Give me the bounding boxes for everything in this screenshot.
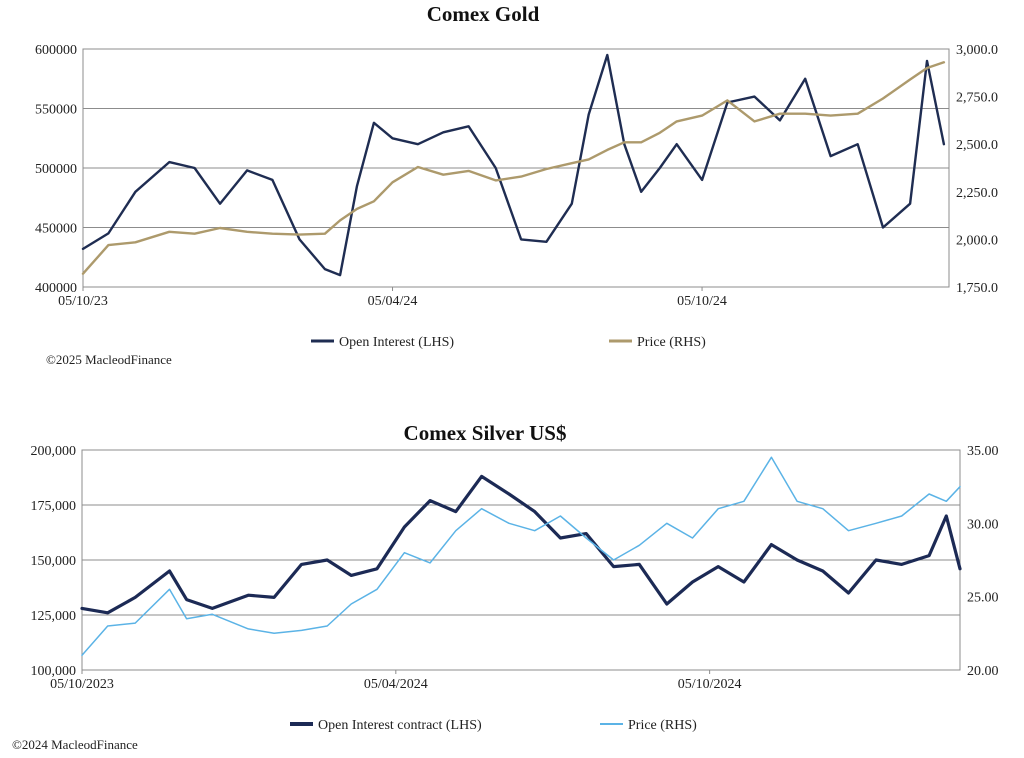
y-right-tick-label: 30.00 <box>967 517 999 532</box>
silver-legend-oi-label: Open Interest contract (LHS) <box>318 718 482 733</box>
gold-chart-title: Comex Gold <box>427 2 540 26</box>
y-right-tick-label: 2,500.0 <box>956 138 998 153</box>
y-right-tick-label: 1,750.0 <box>956 281 998 296</box>
x-tick-label: 05/10/2023 <box>50 677 114 692</box>
gold-left-axis: 400000 450000 500000 550000 600000 <box>35 43 77 296</box>
y-left-tick-label: 200,000 <box>31 444 77 459</box>
silver-right-axis: 20.00 25.00 30.00 35.00 <box>967 444 999 679</box>
y-left-tick-label: 450000 <box>35 222 77 237</box>
x-tick-label: 05/10/24 <box>677 294 727 309</box>
x-tick-label: 05/10/23 <box>58 294 108 309</box>
silver-copyright: ©2024 MacleodFinance <box>12 737 138 752</box>
x-tick-label: 05/10/2024 <box>678 677 742 692</box>
y-left-tick-label: 175,000 <box>31 499 77 514</box>
gold-legend-oi-label: Open Interest (LHS) <box>339 335 454 350</box>
y-right-tick-label: 2,250.0 <box>956 186 998 201</box>
y-right-tick-label: 35.00 <box>967 444 999 459</box>
y-left-tick-label: 150,000 <box>31 554 77 569</box>
y-left-tick-label: 125,000 <box>31 609 77 624</box>
y-right-tick-label: 25.00 <box>967 591 999 606</box>
silver-chart-title: Comex Silver US$ <box>404 421 567 445</box>
silver-legend-price-label: Price (RHS) <box>628 718 697 733</box>
x-tick-label: 05/04/2024 <box>364 677 428 692</box>
gold-legend-price-label: Price (RHS) <box>637 335 706 350</box>
gold-chart: Comex Gold 400000 450000 500000 550000 60000… <box>35 2 998 367</box>
gold-series <box>81 53 946 277</box>
y-left-tick-label: 100,000 <box>31 664 77 679</box>
y-right-tick-label: 2,750.0 <box>956 91 998 106</box>
silver-gridlines <box>82 504 960 616</box>
y-left-tick-label: 500000 <box>35 162 77 177</box>
gold-right-axis: 1,750.0 2,000.0 2,250.0 2,500.0 2,750.0 3,000… <box>956 43 998 296</box>
silver-series <box>80 456 962 657</box>
silver-chart: Comex Silver US$ 100,000 125,000 150,000 17… <box>12 421 999 752</box>
silver-left-axis: 100,000 125,000 150,000 175,000 200,000 <box>31 444 77 679</box>
y-left-tick-label: 400000 <box>35 281 77 296</box>
y-right-tick-label: 20.00 <box>967 664 999 679</box>
silver-x-axis: 05/10/2023 05/04/2024 05/10/2024 <box>50 670 742 692</box>
series-line-open-interest-lhs <box>81 53 946 277</box>
y-left-tick-label: 550000 <box>35 103 77 118</box>
y-right-tick-label: 2,000.0 <box>956 233 998 248</box>
gold-x-axis: 05/10/23 05/04/24 05/10/24 <box>58 287 727 309</box>
series-line-open-interest-contract-lhs <box>80 474 962 615</box>
series-line-price-rhs <box>81 456 961 657</box>
x-tick-label: 05/04/24 <box>368 294 418 309</box>
y-left-tick-label: 600000 <box>35 43 77 58</box>
gold-gridlines <box>83 108 949 228</box>
series-line-price-rhs <box>81 61 946 275</box>
gold-copyright: ©2025 MacleodFinance <box>46 352 172 367</box>
y-right-tick-label: 3,000.0 <box>956 43 998 58</box>
